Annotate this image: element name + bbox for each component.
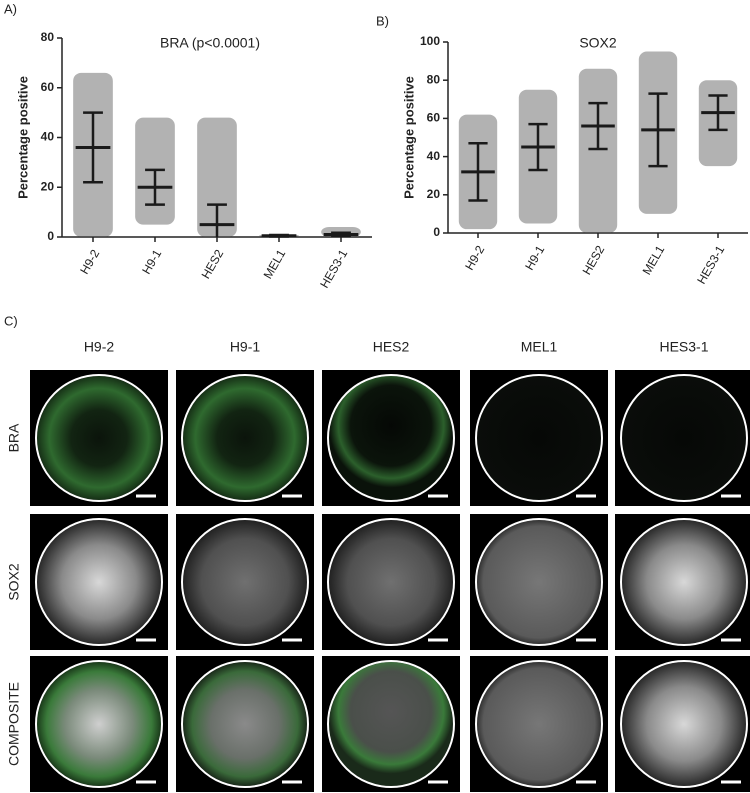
- row-label: BRA: [6, 423, 22, 452]
- colony: [329, 520, 453, 644]
- micrograph: [615, 370, 750, 506]
- x-tick-label: HES3-1: [694, 243, 727, 287]
- x-tick-label: HES3-1: [317, 247, 350, 291]
- well-outline: [181, 660, 309, 788]
- y-tick-label: 0: [47, 229, 54, 243]
- colony: [622, 520, 746, 644]
- panel-label: B): [376, 13, 389, 28]
- column-header: HES2: [373, 339, 410, 355]
- well-outline: [475, 518, 603, 646]
- micrograph: [615, 656, 750, 792]
- micrograph: [176, 656, 314, 792]
- colony: [183, 662, 307, 786]
- colony: [622, 662, 746, 786]
- well-outline: [327, 518, 455, 646]
- y-axis-label: Percentage positive: [401, 76, 416, 199]
- micrograph: [30, 370, 168, 506]
- well-outline: [35, 374, 163, 502]
- colony: [37, 376, 161, 500]
- y-tick-label: 20: [427, 187, 441, 201]
- y-tick-label: 100: [420, 34, 440, 48]
- micrograph: [615, 514, 750, 650]
- colony: [183, 376, 307, 500]
- micrograph: [30, 656, 168, 792]
- chart-title: BRA (p<0.0001): [160, 35, 260, 51]
- colony: [477, 520, 601, 644]
- micrograph: [470, 514, 608, 650]
- micrograph: [470, 370, 608, 506]
- colony: [37, 662, 161, 786]
- x-tick-label: H9-2: [77, 247, 102, 277]
- micrograph: [176, 370, 314, 506]
- well-outline: [327, 660, 455, 788]
- x-tick-label: HES2: [199, 247, 227, 281]
- x-tick-label: MEL1: [640, 243, 668, 277]
- x-tick-label: H9-1: [139, 247, 164, 277]
- y-axis-label: Percentage positive: [15, 76, 30, 199]
- dot-cloud: [578, 68, 618, 234]
- well-outline: [35, 518, 163, 646]
- column-header: H9-1: [230, 339, 261, 355]
- colony: [329, 662, 453, 786]
- x-tick-label: H9-1: [522, 243, 547, 273]
- micrograph: [322, 370, 460, 506]
- y-tick-label: 80: [41, 30, 55, 44]
- colony: [477, 376, 601, 500]
- y-tick-label: 0: [433, 225, 440, 239]
- x-tick-label: MEL1: [261, 247, 289, 281]
- colony: [622, 376, 746, 500]
- well-outline: [620, 518, 748, 646]
- x-tick-label: HES2: [580, 243, 608, 277]
- y-tick-label: 80: [427, 72, 441, 86]
- micrograph: [470, 656, 608, 792]
- chart-title: SOX2: [579, 35, 617, 51]
- micrograph: [322, 514, 460, 650]
- column-header: H9-2: [84, 339, 115, 355]
- panel-label: A): [4, 1, 17, 16]
- y-tick-label: 60: [427, 111, 441, 125]
- colony: [477, 662, 601, 786]
- y-tick-label: 40: [427, 149, 441, 163]
- micrograph: [30, 514, 168, 650]
- panel-label: C): [4, 313, 18, 328]
- column-header: MEL1: [521, 339, 558, 355]
- y-tick-label: 20: [41, 179, 55, 193]
- colony: [183, 520, 307, 644]
- well-outline: [620, 374, 748, 502]
- well-outline: [475, 660, 603, 788]
- y-tick-label: 40: [41, 130, 55, 144]
- micrograph: [176, 514, 314, 650]
- row-label: COMPOSITE: [6, 682, 22, 766]
- x-tick-label: H9-2: [462, 243, 487, 273]
- colony: [37, 520, 161, 644]
- well-outline: [35, 660, 163, 788]
- well-outline: [475, 374, 603, 502]
- well-outline: [181, 374, 309, 502]
- dot-cloud: [197, 117, 237, 237]
- well-outline: [620, 660, 748, 788]
- well-outline: [327, 374, 455, 502]
- column-header: HES3-1: [659, 339, 708, 355]
- row-label: SOX2: [6, 563, 22, 601]
- colony: [329, 376, 453, 500]
- well-outline: [181, 518, 309, 646]
- micrograph: [322, 656, 460, 792]
- y-tick-label: 60: [41, 80, 55, 94]
